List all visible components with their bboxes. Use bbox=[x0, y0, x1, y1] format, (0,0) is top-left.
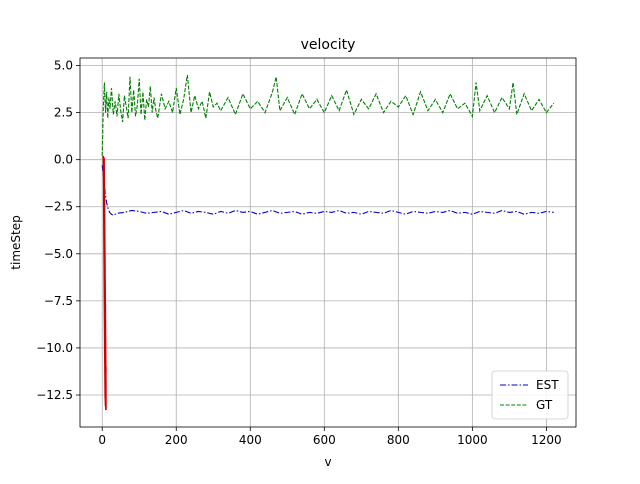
x-tick-label: 1000 bbox=[457, 433, 488, 447]
legend-label-gt: GT bbox=[536, 398, 553, 412]
series-line-unnamed-2 bbox=[102, 155, 107, 411]
x-tick-label: 200 bbox=[165, 433, 188, 447]
legend-box bbox=[491, 370, 569, 420]
y-tick-label: 2.5 bbox=[54, 106, 73, 120]
legend: EST GT bbox=[491, 370, 569, 420]
legend-label-est: EST bbox=[536, 378, 559, 392]
grid bbox=[80, 58, 576, 427]
series-layer bbox=[101, 74, 555, 411]
x-tick-label: 600 bbox=[313, 433, 336, 447]
y-tick-label: −10.0 bbox=[36, 341, 73, 355]
x-tick-label: 0 bbox=[98, 433, 106, 447]
y-axis-label: timeStep bbox=[9, 215, 23, 269]
x-tick-label: 1200 bbox=[531, 433, 562, 447]
ticks: 0 200 400 600 800 1000 1200 −12.5 −10.0 −7.5 −5.0 −… bbox=[36, 59, 561, 447]
y-tick-label: −2.5 bbox=[44, 200, 73, 214]
y-tick-label: 0.0 bbox=[54, 153, 73, 167]
plot-frame bbox=[79, 57, 577, 428]
series-line-est bbox=[101, 165, 554, 216]
y-tick-label: −7.5 bbox=[44, 294, 73, 308]
series-line-gt bbox=[101, 74, 555, 156]
x-tick-label: 400 bbox=[239, 433, 262, 447]
x-axis-label: v bbox=[324, 455, 331, 469]
y-tick-label: −5.0 bbox=[44, 247, 73, 261]
x-tick-label: 800 bbox=[387, 433, 410, 447]
y-tick-label: 5.0 bbox=[54, 59, 73, 73]
chart-title: velocity bbox=[301, 37, 356, 53]
y-tick-label: −12.5 bbox=[36, 388, 73, 402]
